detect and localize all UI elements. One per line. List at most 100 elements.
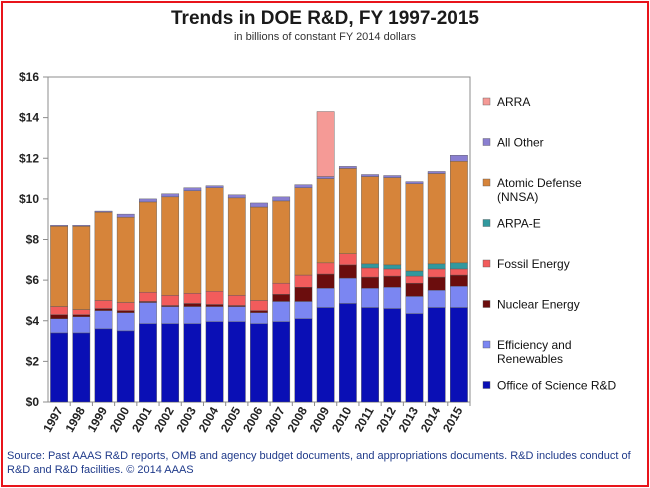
- bar-all-other-2001: [139, 198, 157, 203]
- source-note: Source: Past AAAS R&D reports, OMB and a…: [7, 450, 631, 476]
- bar-fossil-energy-2008: [294, 274, 313, 288]
- bar-efficiency-and-renewables-1999: [94, 310, 113, 330]
- bar-efficiency-and-renewables-2005: [227, 306, 246, 322]
- bar-nuclear-energy-2000: [116, 310, 135, 313]
- legend-swatch-arpa-e: [482, 219, 491, 227]
- bar-atomic-defense-nnsa-2011: [361, 176, 379, 265]
- legend-label-atomic-defense-nnsa: Atomic Defense: [497, 176, 582, 190]
- bar-arpa-e-2011: [361, 263, 379, 269]
- bar-atomic-defense-nnsa-2010: [338, 168, 357, 254]
- bar-efficiency-and-renewables-2006: [250, 312, 268, 324]
- bar-office-of-science-r-d-2010: [338, 303, 357, 403]
- x-tick-label-2014: 2014: [418, 404, 444, 434]
- bar-efficiency-and-renewables-2009: [316, 288, 335, 308]
- bar-all-other-2002: [161, 193, 180, 198]
- bar-fossil-energy-2013: [405, 275, 424, 284]
- y-tick-label: $6: [26, 273, 40, 287]
- bar-all-other-1997: [50, 225, 68, 227]
- bar-arpa-e-2012: [383, 264, 402, 270]
- y-tick-label: $8: [26, 233, 40, 247]
- bar-office-of-science-r-d-1997: [50, 332, 68, 403]
- legend-label-efficiency-and-renewables: Renewables: [497, 352, 563, 366]
- bar-fossil-energy-2007: [272, 282, 291, 295]
- legend-label-fossil-energy: Fossil Energy: [497, 257, 570, 271]
- bar-office-of-science-r-d-2002: [161, 323, 180, 403]
- bar-fossil-energy-2002: [161, 295, 180, 306]
- bar-nuclear-energy-2012: [383, 275, 402, 288]
- stacked-bar-chart: $0$2$4$6$8$10$12$14$16199719981999200020…: [19, 70, 617, 435]
- legend-label-nuclear-energy: Nuclear Energy: [497, 298, 580, 312]
- y-tick-label: $10: [19, 192, 39, 206]
- bar-fossil-energy-2006: [250, 300, 268, 311]
- bar-office-of-science-r-d-2006: [250, 323, 268, 403]
- bar-all-other-2009: [316, 176, 335, 179]
- bar-office-of-science-r-d-2011: [361, 307, 379, 403]
- bar-all-other-2007: [272, 196, 291, 202]
- bar-all-other-2004: [205, 185, 224, 188]
- bar-fossil-energy-2001: [139, 292, 157, 302]
- x-tick-label-2011: 2011: [352, 404, 377, 434]
- bar-all-other-2003: [183, 187, 202, 191]
- x-tick-label-2015: 2015: [440, 404, 466, 434]
- bar-atomic-defense-nnsa-1997: [50, 226, 68, 307]
- bar-fossil-energy-2000: [116, 302, 135, 311]
- bar-office-of-science-r-d-2014: [427, 307, 446, 403]
- chart-subtitle: in billions of constant FY 2014 dollars: [233, 31, 416, 43]
- chart-title: Trends in DOE R&D, FY 1997-2015: [171, 8, 479, 29]
- bar-efficiency-and-renewables-2012: [383, 287, 402, 309]
- bar-fossil-energy-2011: [361, 267, 379, 278]
- bar-arra-2009: [316, 111, 335, 177]
- bar-efficiency-and-renewables-1998: [72, 316, 91, 334]
- y-tick-label: $14: [19, 111, 39, 125]
- bar-all-other-1998: [72, 225, 91, 227]
- bar-office-of-science-r-d-2008: [294, 318, 313, 403]
- bar-nuclear-energy-2015: [450, 274, 468, 287]
- legend-label-atomic-defense-nnsa: (NNSA): [497, 190, 538, 204]
- bar-atomic-defense-nnsa-2012: [383, 177, 402, 266]
- bar-office-of-science-r-d-2013: [405, 313, 424, 403]
- bar-fossil-energy-2012: [383, 268, 402, 277]
- x-tick-label-1998: 1998: [62, 404, 88, 434]
- bar-nuclear-energy-2010: [338, 264, 357, 279]
- legend-label-arra: ARRA: [497, 95, 530, 109]
- bar-all-other-2012: [383, 175, 402, 178]
- bar-atomic-defense-nnsa-2001: [139, 201, 157, 293]
- bar-nuclear-energy-2014: [427, 276, 446, 291]
- bar-arpa-e-2015: [450, 262, 468, 270]
- bar-efficiency-and-renewables-2004: [205, 306, 224, 322]
- bar-nuclear-energy-2006: [250, 310, 268, 313]
- bar-atomic-defense-nnsa-2005: [227, 197, 246, 296]
- y-tick-label: $2: [26, 354, 40, 368]
- bar-all-other-2013: [405, 181, 424, 184]
- bar-all-other-1999: [94, 210, 113, 213]
- bar-all-other-2000: [116, 213, 135, 218]
- legend-swatch-arra: [482, 97, 491, 106]
- bar-nuclear-energy-2007: [272, 294, 291, 302]
- x-tick-label-2003: 2003: [173, 404, 199, 434]
- x-tick-label-2012: 2012: [373, 404, 399, 434]
- x-tick-label-2004: 2004: [196, 404, 222, 434]
- legend-label-all-other: All Other: [497, 136, 544, 150]
- bar-office-of-science-r-d-2000: [116, 330, 135, 403]
- bar-efficiency-and-renewables-2003: [183, 306, 202, 324]
- x-tick-label-2013: 2013: [396, 404, 422, 434]
- bar-office-of-science-r-d-2003: [183, 323, 202, 403]
- bar-efficiency-and-renewables-1997: [50, 318, 68, 334]
- bar-nuclear-energy-2011: [361, 276, 379, 289]
- y-tick-label: $4: [26, 314, 40, 328]
- bar-fossil-energy-2005: [227, 295, 246, 306]
- bar-atomic-defense-nnsa-1999: [94, 211, 113, 301]
- bar-atomic-defense-nnsa-2009: [316, 178, 335, 264]
- bar-efficiency-and-renewables-2008: [294, 301, 313, 319]
- bar-office-of-science-r-d-2009: [316, 307, 335, 403]
- bar-all-other-2011: [361, 174, 379, 177]
- bar-efficiency-and-renewables-2007: [272, 301, 291, 322]
- bar-efficiency-and-renewables-2002: [161, 306, 180, 324]
- bar-all-other-2006: [250, 202, 268, 208]
- bar-arpa-e-2013: [405, 270, 424, 277]
- bar-efficiency-and-renewables-2014: [427, 290, 446, 308]
- bar-fossil-energy-2009: [316, 262, 335, 275]
- bar-fossil-energy-1998: [72, 309, 91, 315]
- legend-label-office-of-science-r-d: Office of Science R&D: [497, 379, 616, 393]
- bar-arpa-e-2014: [427, 263, 446, 270]
